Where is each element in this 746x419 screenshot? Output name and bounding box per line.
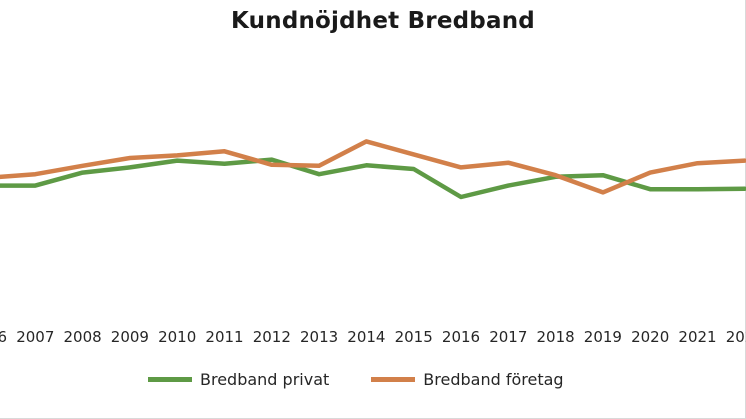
- x-tick-label: 2013: [300, 328, 338, 346]
- x-tick-label: 2021: [678, 328, 716, 346]
- legend: Bredband privat Bredband företag: [148, 370, 606, 389]
- series-line-privat: [0, 157, 746, 200]
- legend-item-privat: Bredband privat: [148, 370, 329, 389]
- x-tick-label: 2015: [395, 328, 433, 346]
- x-tick-label: 2014: [347, 328, 385, 346]
- x-tick-label: 2012: [253, 328, 291, 346]
- x-tick-label: 2010: [158, 328, 196, 346]
- x-tick-label: 2016: [442, 328, 480, 346]
- x-tick-label: 2011: [205, 328, 243, 346]
- x-tick-label: 2020: [631, 328, 669, 346]
- legend-item-foretag: Bredband företag: [371, 370, 564, 389]
- legend-swatch-foretag: [371, 377, 416, 382]
- legend-label-foretag: Bredband företag: [423, 370, 564, 389]
- legend-label-privat: Bredband privat: [200, 370, 330, 389]
- x-tick-label: 2007: [16, 328, 54, 346]
- legend-swatch-privat: [148, 377, 192, 382]
- x-tick-label: 2006: [0, 328, 7, 346]
- x-tick-label: 2008: [64, 328, 102, 346]
- x-axis-ticks: 2006 2007 2008 2009 2010 2011 2012 2013 2014 2015…: [0, 328, 746, 346]
- series-lines: [0, 139, 746, 200]
- x-tick-label: 2017: [489, 328, 527, 346]
- x-tick-label: 2009: [111, 328, 149, 346]
- x-tick-label: 2022: [726, 328, 746, 346]
- x-tick-label: 2018: [537, 328, 575, 346]
- x-tick-label: 2019: [584, 328, 622, 346]
- chart-title: Kundnöjdhet Bredband: [231, 8, 535, 34]
- series-line-foretag: [0, 139, 746, 195]
